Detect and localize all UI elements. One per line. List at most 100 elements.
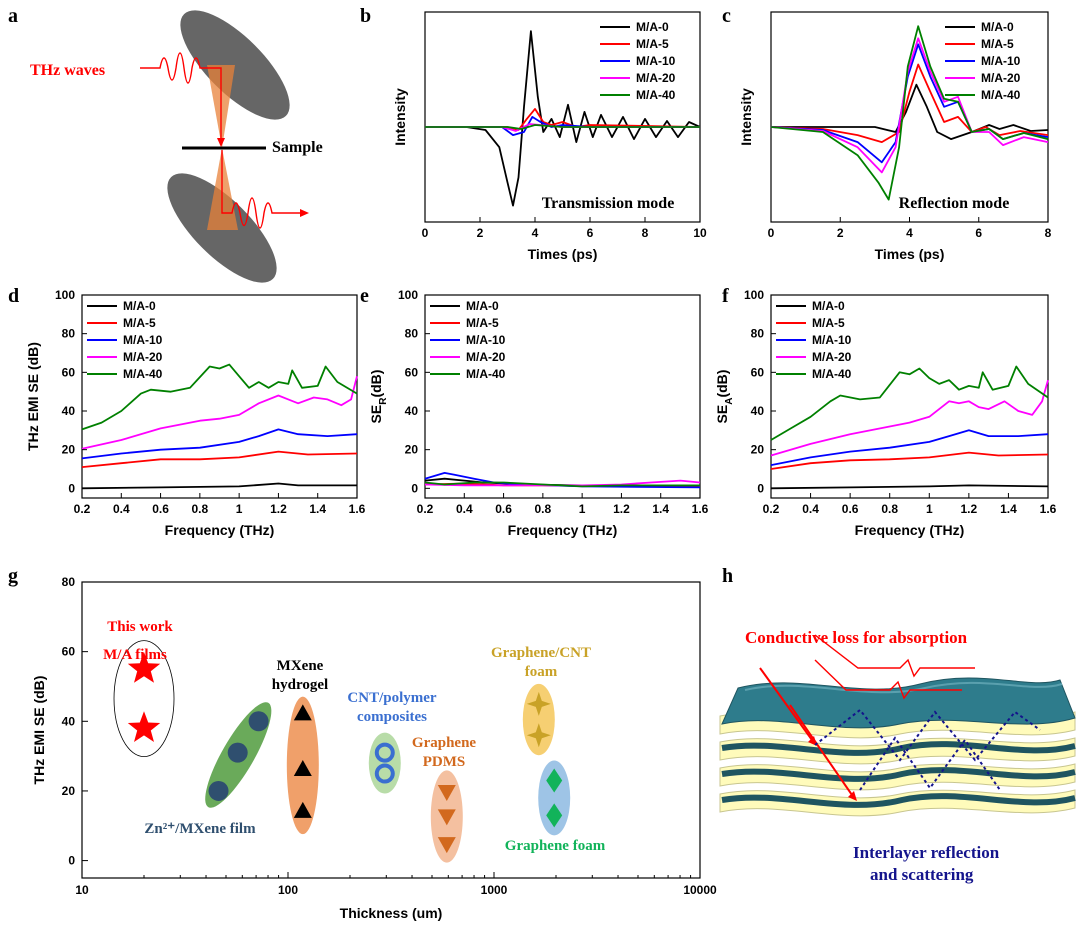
conductive-loss-label: Conductive loss for absorption [745, 628, 968, 647]
g-group-3-point-2 [437, 837, 456, 854]
g-group-2-point-0 [374, 742, 395, 763]
d-xtick-label-5: 1.2 [270, 502, 287, 516]
c-xtick-label-0: 0 [768, 226, 775, 240]
c-mode-annotation: Reflection mode [899, 195, 1010, 212]
g-group-0-point-2 [248, 711, 269, 732]
g-group-5-blob [538, 760, 571, 836]
f-legend-label-2: M/A-10 [812, 333, 852, 347]
absorption-arrow-head-1-icon [808, 736, 817, 746]
d-ytick-label-4: 80 [62, 327, 76, 341]
top-mirror [180, 10, 290, 120]
c-legend-label-3: M/A-20 [981, 71, 1021, 85]
g-group-3-label: Graphene PDMS [412, 735, 477, 770]
chart-e-se-r: 0.2 0.4 0.6 0.8 1 1.2 1.4 1.6 0 20 40 60 80 100 Freque… [368, 288, 709, 538]
g-ytick-label-3: 60 [62, 645, 76, 659]
b-plot-frame [424, 11, 701, 223]
f-series-m-a-10 [770, 429, 1049, 466]
f-ytick-label-0: 0 [757, 481, 764, 495]
f-xtick-label-0: 0.2 [763, 502, 780, 516]
f-ytick-label-1: 20 [751, 443, 765, 457]
g-group-4-point-1 [526, 723, 551, 748]
e-xlabel: Frequency (THz) [508, 522, 618, 538]
d-ytick-label-2: 40 [62, 404, 76, 418]
e-ylabel: SER(dB) [368, 370, 389, 424]
g-group-4-point-0 [526, 691, 551, 716]
g-xlabel: Thickness (um) [340, 905, 443, 921]
g-ytick-label-0: 0 [68, 854, 75, 868]
g-xtick-label-3: 10000 [683, 883, 717, 897]
g-this-work-subtitle: M/A films [103, 647, 167, 663]
g-xtick-label-0: 10 [75, 883, 89, 897]
g-group-2-point-1 [374, 763, 395, 784]
b-xtick-label-2: 4 [532, 226, 539, 240]
chart-f-se-a: 0.2 0.4 0.6 0.8 1 1.2 1.4 1.6 0 20 40 60 80 100 Freque… [714, 288, 1057, 538]
panel-h-diagram: Conductive loss for absorption Interlaye… [719, 628, 1076, 884]
d-xtick-label-4: 1 [236, 502, 243, 516]
e-xtick-label-1: 0.4 [456, 502, 473, 516]
c-legend-label-2: M/A-10 [981, 54, 1021, 68]
e-legend-label-3: M/A-20 [466, 350, 506, 364]
panel-letter-d: d [8, 285, 19, 307]
f-legend-label-1: M/A-5 [812, 316, 845, 330]
f-xlabel: Frequency (THz) [855, 522, 965, 538]
e-ytick-label-1: 20 [405, 443, 419, 457]
e-ytick-label-4: 80 [405, 327, 419, 341]
c-xtick-label-2: 4 [906, 226, 913, 240]
chart-c-reflection: 0 2 4 6 8 Times (ps) Intensity M/A-0 M/A-5 M/A-10… [738, 11, 1052, 262]
d-series-m-a-40 [81, 363, 358, 431]
g-this-work-title: This work [107, 619, 173, 635]
g-group-0-point-0 [208, 780, 229, 801]
panel-letter-a: a [8, 5, 18, 27]
absorption-arrow-1 [759, 667, 813, 741]
e-plot-frame [424, 294, 701, 499]
layer-4-edge [721, 767, 1076, 782]
panel-letter-f: f [722, 285, 729, 307]
e-xtick-label-6: 1.4 [652, 502, 669, 516]
g-group-4-label: Graphene/CNT foam [491, 645, 591, 680]
g-group-4-blob [522, 683, 555, 756]
f-xtick-label-3: 0.8 [881, 502, 898, 516]
c-legend-label-1: M/A-5 [981, 37, 1014, 51]
f-xtick-label-7: 1.6 [1040, 502, 1057, 516]
e-legend-label-0: M/A-0 [466, 299, 499, 313]
e-xtick-label-0: 0.2 [417, 502, 434, 516]
d-legend-label-1: M/A-5 [123, 316, 156, 330]
d-ylabel: THz EMI SE (dB) [25, 342, 41, 451]
b-xtick-label-3: 6 [587, 226, 594, 240]
conductive-path-1 [814, 634, 975, 678]
b-legend-label-1: M/A-5 [636, 37, 669, 51]
g-group-1-label: MXene hydrogel [272, 658, 328, 693]
f-xtick-label-1: 0.4 [802, 502, 819, 516]
g-group-5-point-1 [546, 803, 563, 828]
g-group-3-point-1 [437, 809, 456, 826]
d-legend-label-2: M/A-10 [123, 333, 163, 347]
g-this-work-outline [113, 640, 175, 758]
panel-letter-c: c [722, 5, 731, 27]
incoming-thz-wave [140, 52, 222, 143]
d-series-m-a-20 [81, 375, 358, 450]
absorption-arrow-head-2-icon [848, 791, 857, 801]
c-xtick-label-4: 8 [1045, 226, 1052, 240]
e-xtick-label-7: 1.6 [692, 502, 709, 516]
g-xtick-label-2: 1000 [481, 883, 508, 897]
g-ylabel: THz EMI SE (dB) [31, 676, 47, 785]
g-this-work-point-0 [127, 652, 161, 683]
top-layer [721, 677, 1076, 729]
f-ytick-label-5: 100 [744, 288, 764, 302]
g-group-5-label: Graphene foam [505, 838, 606, 854]
d-legend-label-0: M/A-0 [123, 299, 156, 313]
b-legend-label-4: M/A-40 [636, 88, 676, 102]
top-layer-highlight [744, 681, 1063, 694]
f-xtick-label-5: 1.2 [961, 502, 978, 516]
g-group-1-point-1 [293, 760, 312, 777]
chart-g-comparison: 10 100 1000 10000 0 20 40 60 80 Thickness (um) THz… [31, 575, 717, 921]
d-ytick-label-0: 0 [68, 481, 75, 495]
d-legend-label-4: M/A-40 [123, 367, 163, 381]
g-ytick-label-2: 40 [62, 714, 76, 728]
f-legend-label-0: M/A-0 [812, 299, 845, 313]
g-ytick-label-1: 20 [62, 784, 76, 798]
c-legend-label-4: M/A-40 [981, 88, 1021, 102]
panel-letter-b: b [360, 5, 371, 27]
f-ytick-label-3: 60 [751, 365, 765, 379]
